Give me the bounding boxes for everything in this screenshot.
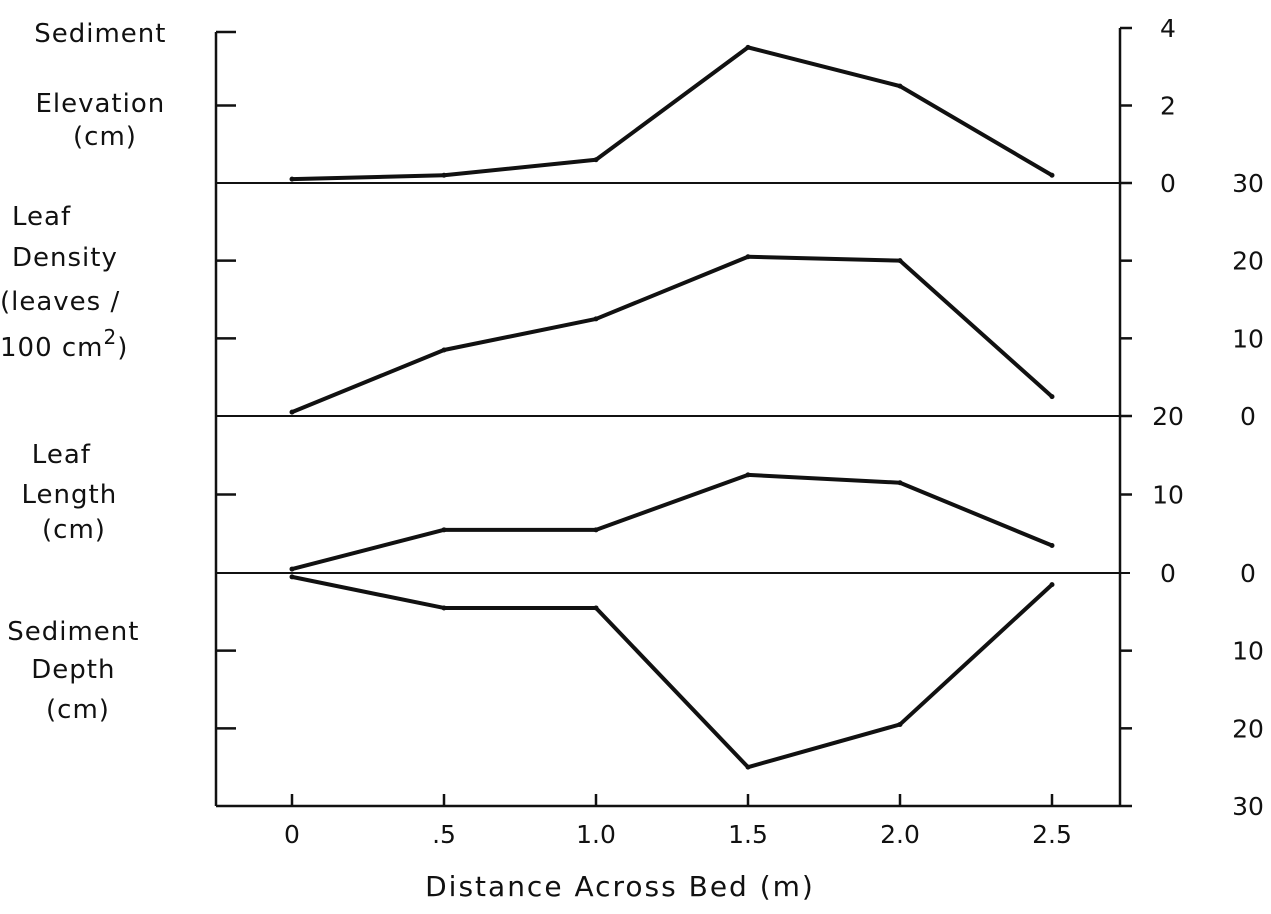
elevation-segment [442, 157, 598, 178]
x-tick-label: 1.5 [728, 820, 768, 849]
depth-point [593, 605, 599, 611]
elevation-segment [290, 173, 446, 182]
x-tick-label: .5 [432, 820, 456, 849]
elevation-segment [898, 84, 1054, 178]
x-axis-label: Distance Across Bed (m) [425, 870, 815, 903]
density-point [289, 409, 295, 415]
elevation-label: Sediment Elevation (cm) [34, 19, 176, 152]
elevation-point [441, 172, 447, 178]
length-point [289, 566, 295, 572]
length-segment [290, 527, 446, 572]
elevation-point [593, 157, 599, 163]
depth-tick-label: 30 [1232, 792, 1264, 821]
x-tick-label: 1.0 [576, 820, 616, 849]
elevation-point [897, 83, 903, 89]
density-point [593, 316, 599, 322]
density-tick-label: 0 [1240, 402, 1256, 431]
elevation-segment [594, 45, 750, 162]
depth-segment [594, 605, 750, 770]
depth-tick-label: 10 [1232, 637, 1264, 666]
length-tick-label: 0 [1160, 559, 1176, 588]
length-point [441, 527, 447, 533]
length-point [593, 527, 599, 533]
density-segment [746, 254, 902, 263]
depth-point [1049, 582, 1055, 588]
elevation-point [745, 44, 751, 50]
length-segment [898, 480, 1054, 548]
x-tick-label: 0 [284, 820, 300, 849]
density-segment [442, 316, 598, 352]
x-tick-label: 2.5 [1032, 820, 1072, 849]
length-point [1049, 543, 1055, 549]
elevation-point [289, 176, 295, 182]
density-tick-label: 10 [1232, 324, 1264, 353]
depth-segment [898, 582, 1054, 727]
elevation-segment [746, 45, 902, 89]
density-tick-label: 30 [1232, 169, 1264, 198]
length-point [897, 480, 903, 486]
density-segment [290, 347, 446, 415]
length-label: Leaf Length (cm) [22, 440, 127, 545]
depth-segment [746, 722, 902, 770]
elevation-tick-label: 0 [1160, 169, 1176, 198]
density-point [745, 254, 751, 260]
elevation-point [1049, 172, 1055, 178]
depth-point [897, 721, 903, 727]
elevation-tick-label: 2 [1160, 92, 1176, 121]
x-tick-label: 2.0 [880, 820, 920, 849]
density-point [1049, 394, 1055, 400]
density-segment [594, 254, 750, 321]
length-segment [594, 472, 750, 532]
depth-segment [290, 574, 446, 610]
depth-point [745, 764, 751, 770]
density-label: Leaf Density (leaves / 100 cm2) [0, 202, 130, 363]
elevation-tick-label: 4 [1160, 14, 1176, 43]
depth-point [441, 605, 447, 611]
length-tick-label: 20 [1152, 402, 1184, 431]
depth-tick-label: 0 [1240, 559, 1256, 588]
density-point [897, 258, 903, 264]
length-tick-label: 10 [1152, 481, 1184, 510]
length-point [745, 472, 751, 478]
density-tick-label: 20 [1232, 247, 1264, 276]
chart-marks: 0 2 4 0 10 20 30 0 10 20 0 10 20 30 0 .5 1.0 1.5 2.0 2.5 [216, 14, 1264, 849]
depth-tick-label: 20 [1232, 714, 1264, 743]
density-segment [898, 258, 1054, 399]
length-segment [746, 472, 902, 485]
depth-point [289, 574, 295, 580]
depth-label: Sediment Depth (cm) [7, 617, 149, 725]
density-point [441, 347, 447, 353]
